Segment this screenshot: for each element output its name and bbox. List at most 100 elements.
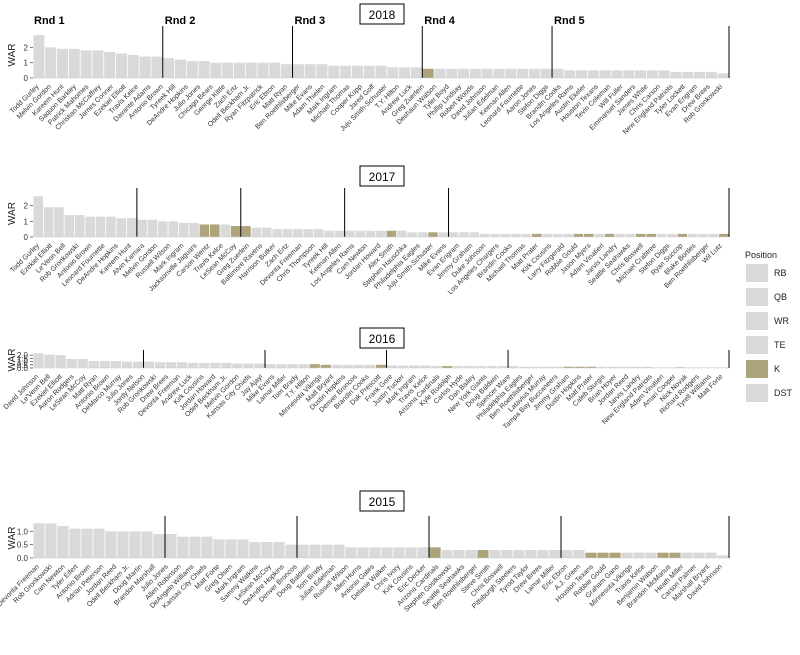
bar-rb [355,230,366,237]
bar-wr [407,232,417,237]
bar-dst [511,233,521,237]
bar-wr [321,544,333,558]
bar-wr [245,62,257,78]
bar-wr [465,550,477,558]
bar-te [682,71,694,78]
bar-k [674,367,685,368]
bar-k [609,552,621,558]
bar-qb [66,359,77,368]
bar-rb [345,230,355,237]
bar-rb [599,70,611,78]
bar-rb [282,229,293,237]
y-axis-label: WAR [7,349,18,372]
bar-wr [287,364,298,368]
panel-title: 2017 [369,170,396,184]
bar-rb [151,56,163,78]
bar-k [230,226,241,237]
bar-dst [573,550,585,558]
bar-te [694,71,706,78]
bar-qb [276,364,287,368]
bar-rb [77,359,88,368]
legend-swatch-qb [746,288,768,306]
bar-wr [563,233,573,237]
y-tick-label: 1.5 [17,354,29,363]
bar-qb [333,544,345,558]
panel-title-box [359,327,405,349]
bar-te [607,366,619,368]
bar-qb [698,233,708,237]
bar-k [585,552,597,558]
bar-rb [177,536,189,558]
bar-qb [508,366,519,368]
bar-wr [480,233,490,237]
bar-dst [189,536,201,558]
bar-k [386,230,397,237]
bar-qb [513,550,525,558]
bar-rb [519,366,530,368]
bar-rb [635,70,647,78]
bar-wr [505,68,517,78]
bar-rb [126,218,137,237]
bar-wr [652,367,663,368]
bar-qb [309,544,321,558]
bar-qb [705,71,717,78]
bar-qb [292,64,304,78]
bar-k [429,547,441,558]
bar-dst [625,233,636,237]
bar-qb [304,64,316,78]
y-tick-label: 1 [24,59,29,68]
bar-te [541,366,552,368]
bar-rb [265,364,276,368]
round-label: Rnd 3 [295,15,326,27]
bar-te [127,55,139,78]
bar-rb [33,35,45,78]
bar-te [369,547,381,558]
y-axis-label: WAR [7,527,18,550]
round-label: Rnd 1 [34,15,65,27]
bar-rb [45,47,57,78]
bar-wr [139,56,151,78]
bar-rb [340,65,352,78]
bar-dst [210,62,222,78]
bar-dst [464,366,475,368]
bar-te [420,365,431,368]
bar-wr [667,233,677,237]
bar-rb [55,355,66,368]
bar-te [64,215,75,237]
bar-te [178,222,189,237]
bar-wr [399,67,411,78]
bar-rb [552,366,563,368]
bar-wr [210,362,221,368]
bar-dst [409,365,420,368]
bar-wr [351,65,363,78]
bar-rb [68,48,80,78]
panel-title-box [359,165,405,187]
bar-rb [106,216,116,237]
bar-wr [141,531,153,558]
bar-qb [168,221,179,237]
bar-k [241,226,251,237]
bar-dst [564,70,576,78]
bar-wr [121,361,133,368]
bar-qb [693,552,705,558]
bar-rb [93,528,105,558]
bar-rb [381,547,393,558]
bar-dst [658,70,670,78]
bar-wr [696,367,707,368]
bar-rb [33,196,43,237]
round-label: Rnd 5 [554,15,585,27]
bar-wr [521,233,532,237]
bar-k [563,366,574,368]
bar-rb [33,523,45,558]
bar-rb [243,363,254,368]
bar-dst [441,550,453,558]
bar-qb [708,233,719,237]
bar-dst [232,363,243,368]
bar-rb [199,362,210,368]
bar-k [677,233,688,237]
bar-te [105,531,117,558]
bar-qb [188,362,199,368]
bar-wr [163,58,175,78]
bar-k [477,550,489,558]
bar-qb [137,219,147,237]
